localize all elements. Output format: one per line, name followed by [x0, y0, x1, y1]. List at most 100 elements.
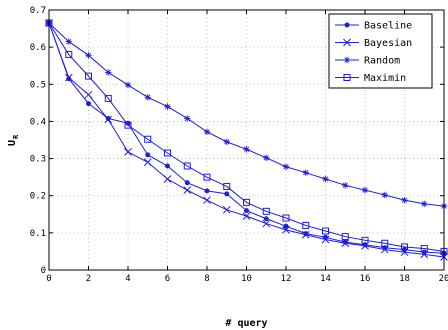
- y-axis-label: U R: [7, 134, 20, 146]
- data-point-bayesian: [222, 205, 231, 214]
- data-point-bayesian: [341, 239, 350, 248]
- x-tick-label: 12: [281, 274, 292, 284]
- data-point-random: [124, 81, 132, 89]
- data-point-random: [223, 138, 230, 146]
- data-point-bayesian: [163, 175, 172, 183]
- legend-marker-maximin: [343, 74, 351, 81]
- data-point-maximin: [401, 243, 408, 251]
- data-point-random: [282, 163, 290, 170]
- data-point-baseline: [224, 191, 230, 197]
- legend-marker-random: [343, 56, 351, 64]
- data-point-baseline: [244, 208, 249, 214]
- y-tick-label: 0.6: [30, 43, 46, 53]
- data-point-baseline: [145, 152, 151, 158]
- data-point-bayesian: [420, 250, 429, 259]
- y-tick-label: 0.2: [30, 192, 46, 202]
- data-point-bayesian: [262, 219, 271, 228]
- data-point-bayesian: [64, 73, 73, 82]
- data-point-bayesian: [104, 115, 113, 124]
- data-point-baseline: [165, 163, 170, 169]
- data-point-random: [184, 115, 191, 122]
- data-point-maximin: [85, 72, 92, 80]
- data-point-maximin: [223, 182, 231, 190]
- data-point-random: [105, 69, 112, 76]
- data-point-random: [302, 169, 309, 176]
- legend-marker-bayesian: [343, 38, 351, 47]
- data-point-maximin: [381, 239, 389, 247]
- data-point-random: [421, 200, 428, 208]
- data-point-maximin: [164, 149, 171, 157]
- data-point-maximin: [243, 198, 250, 206]
- data-point-maximin: [203, 173, 211, 181]
- data-point-maximin: [124, 121, 132, 129]
- data-point-random: [322, 175, 329, 183]
- y-tick-label: 0.7: [30, 6, 46, 16]
- y-tick-label: 0.1: [30, 229, 46, 239]
- data-point-bayesian: [380, 245, 389, 254]
- x-tick-label: 14: [320, 274, 331, 284]
- data-point-bayesian: [84, 90, 93, 99]
- data-point-random: [381, 191, 388, 199]
- x-tick-label: 0: [46, 274, 51, 284]
- data-point-maximin: [322, 227, 329, 235]
- data-point-bayesian: [321, 235, 330, 244]
- data-point-bayesian: [301, 230, 310, 239]
- tick-layer: 0 2 4 6 8 10 12 14 16 18 20 0 0.1 0.2 0.3 0.4 0.5 0.6 0.7: [30, 6, 448, 284]
- y-tick-label: 0.4: [30, 117, 46, 127]
- legend-label-maximin: Maximin: [364, 73, 406, 84]
- data-point-maximin: [65, 51, 73, 59]
- data-point-random: [342, 182, 349, 189]
- x-axis-label: # query: [225, 318, 267, 329]
- data-point-baseline: [263, 216, 269, 222]
- data-point-maximin: [144, 135, 152, 143]
- data-point-maximin: [282, 214, 290, 222]
- data-point-random: [401, 196, 408, 204]
- series-line-maximin: [48, 22, 445, 252]
- legend-entry-random: Random: [335, 56, 400, 67]
- y-axis-label-subscript: R: [12, 134, 20, 139]
- data-point-bayesian: [282, 226, 290, 234]
- data-point-maximin: [302, 221, 310, 229]
- data-point-baseline: [204, 188, 210, 194]
- legend-entry-baseline: Baseline: [335, 21, 412, 32]
- data-point-random: [144, 94, 151, 101]
- x-tick-label: 10: [241, 274, 252, 284]
- data-point-maximin: [262, 207, 270, 215]
- y-tick-label: 0.3: [30, 155, 46, 165]
- data-point-maximin: [104, 94, 112, 102]
- x-tick-label: 8: [204, 274, 209, 284]
- legend-label-random: Random: [364, 56, 400, 67]
- data-point-baseline: [283, 223, 289, 229]
- data-point-bayesian: [143, 158, 152, 167]
- data-point-random: [85, 52, 92, 59]
- legend-label-baseline: Baseline: [364, 21, 412, 32]
- data-point-maximin: [341, 233, 349, 241]
- legend-entry-bayesian: Bayesian: [335, 38, 412, 49]
- data-point-random: [164, 103, 171, 110]
- x-tick-label: 16: [360, 274, 371, 284]
- data-point-random: [203, 128, 211, 136]
- legend-marker-baseline: [344, 22, 350, 28]
- data-point-baseline: [184, 180, 190, 186]
- data-point-maximin: [183, 162, 191, 170]
- data-point-random: [65, 38, 72, 45]
- y-axis-label-main: U: [7, 140, 18, 146]
- data-point-bayesian: [124, 148, 132, 156]
- data-point-maximin: [361, 236, 369, 244]
- x-tick-label: 2: [86, 274, 91, 284]
- data-point-bayesian: [242, 212, 251, 220]
- data-point-bayesian: [183, 186, 192, 194]
- data-point-random: [243, 146, 250, 153]
- x-tick-label: 6: [165, 274, 170, 284]
- legend: Baseline Bayesian Random Maximin: [328, 13, 433, 89]
- x-tick-label: 18: [399, 274, 410, 284]
- data-point-maximin: [420, 244, 428, 252]
- data-point-baseline: [86, 101, 91, 107]
- y-tick-label: 0.5: [30, 80, 46, 90]
- data-point-random: [361, 186, 369, 194]
- y-tick-label: 0: [41, 266, 46, 276]
- x-tick-label: 4: [125, 274, 130, 284]
- legend-label-bayesian: Bayesian: [364, 38, 412, 49]
- series-bayesian: [45, 19, 448, 261]
